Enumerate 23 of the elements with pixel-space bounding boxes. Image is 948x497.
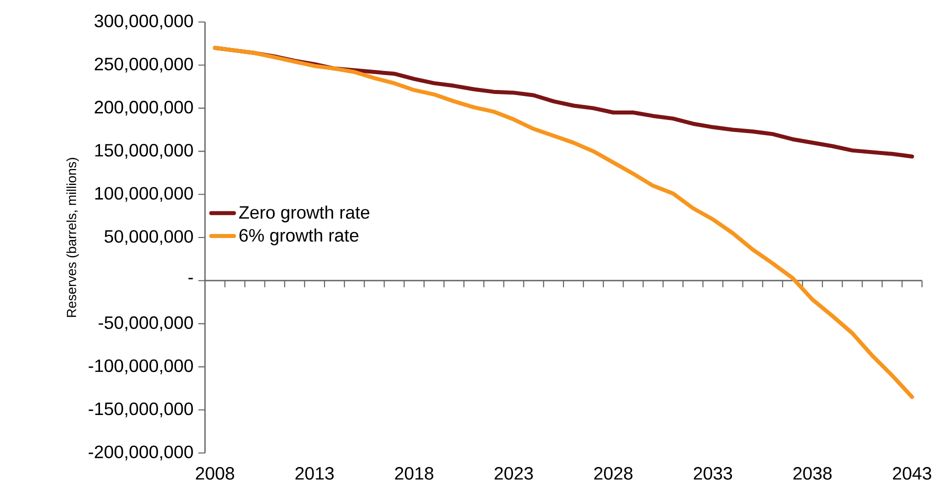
y-tick-label: 250,000,000 (94, 58, 193, 73)
legend-label: 6% growth rate (240, 228, 358, 246)
x-tick-label: 2018 (395, 467, 434, 480)
y-tick-label: -200,000,000 (88, 446, 193, 460)
y-tick-label: 300,000,000 (94, 14, 193, 30)
y-tick-label: -150,000,000 (88, 402, 193, 418)
x-tick-label: 2043 (892, 467, 932, 480)
x-tick-label: 2008 (196, 467, 234, 480)
legend-label: Zero growth rate (239, 206, 370, 222)
x-tick-label: 2038 (793, 467, 832, 480)
line-series (212, 46, 914, 399)
x-tick-label: 2033 (694, 467, 732, 480)
x-tick-label: 2028 (594, 467, 632, 480)
x-tick-label: 2013 (295, 467, 334, 480)
y-tick-label: 100,000,000 (95, 186, 193, 202)
y-axis-title: Reserves (barrels, millions) (66, 158, 79, 317)
y-tick-label: 50,000,000 (104, 230, 193, 245)
y-tick-label: 150,000,000 (95, 144, 193, 159)
y-tick-label: -50,000,000 (98, 316, 193, 332)
y-tick-label: -100,000,000 (88, 359, 193, 374)
y-tick-label: 200,000,000 (94, 100, 193, 116)
y-tick-label: - (188, 278, 193, 280)
x-tick-label: 2023 (494, 467, 533, 480)
